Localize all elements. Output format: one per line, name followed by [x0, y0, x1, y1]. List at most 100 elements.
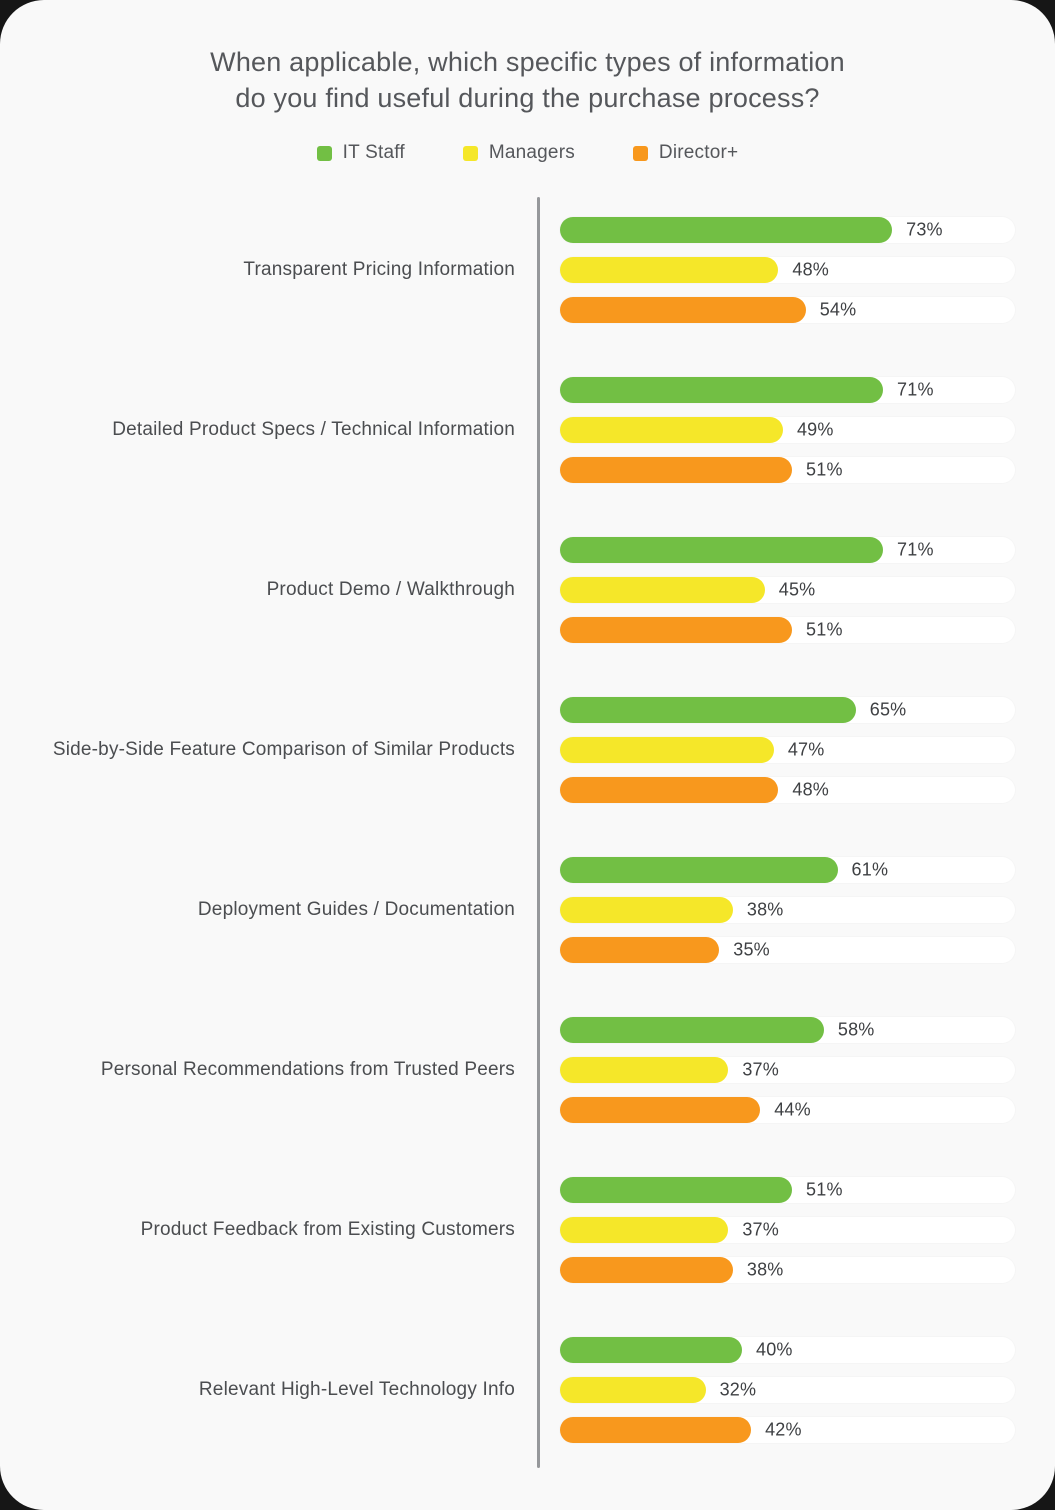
- bar-track: 47%: [560, 737, 1015, 763]
- bar-value-label: 42%: [765, 1419, 802, 1440]
- legend-item-it-staff: IT Staff: [316, 142, 405, 164]
- bar-value-label: 38%: [746, 899, 784, 920]
- bar-track: 38%: [560, 1257, 1015, 1283]
- bar-value-label: 71%: [897, 379, 934, 400]
- bar-value-label: 58%: [837, 1019, 875, 1040]
- bar-group: 51% 37% 38%: [537, 1177, 1015, 1283]
- chart-group: Product Demo / Walkthrough 71% 45% 51%: [0, 537, 1055, 643]
- bar-track: 48%: [560, 777, 1015, 803]
- bar-group: 73% 48% 54%: [537, 217, 1015, 323]
- bar-track: 45%: [560, 577, 1015, 603]
- bar-track: 48%: [560, 257, 1015, 283]
- bar-value-label: 47%: [787, 739, 825, 760]
- chart-group: Relevant High-Level Technology Info 40% 32…: [0, 1337, 1055, 1443]
- bar-row-managers: 48%: [560, 257, 1015, 283]
- bar-fill-director: [560, 1257, 733, 1283]
- bar-track: 54%: [560, 297, 1015, 323]
- bar-row-director: 35%: [560, 937, 1015, 963]
- category-label: Personal Recommendations from Trusted Pe…: [100, 1058, 515, 1080]
- bar-track: 44%: [560, 1097, 1015, 1123]
- category-label: Deployment Guides / Documentation: [197, 898, 515, 920]
- bar-track: 42%: [560, 1417, 1015, 1443]
- bar-value-label: 44%: [774, 1099, 811, 1120]
- bar-value-label: 37%: [742, 1059, 779, 1080]
- bar-fill-managers: [560, 577, 765, 603]
- category-label: Transparent Pricing Information: [243, 258, 515, 280]
- bar-track: 38%: [560, 897, 1015, 923]
- bar-row-director: 48%: [560, 777, 1015, 803]
- bar-group: 61% 38% 35%: [537, 857, 1015, 963]
- chart-groups: Transparent Pricing Information 73% 48% 54%…: [0, 217, 1055, 1443]
- bar-row-director: 54%: [560, 297, 1015, 323]
- legend-label-it-staff: IT Staff: [342, 142, 405, 163]
- bar-value-label: 71%: [897, 539, 934, 560]
- bar-fill-director: [560, 777, 779, 803]
- bar-fill-it-staff: [560, 537, 884, 563]
- bar-fill-managers: [560, 897, 733, 923]
- bar-row-director: 42%: [560, 1417, 1015, 1443]
- bar-fill-managers: [560, 257, 779, 283]
- legend-swatch-director: [632, 145, 648, 161]
- bar-row-managers: 37%: [560, 1217, 1015, 1243]
- bar-value-label: 35%: [733, 939, 770, 960]
- bar-track: 71%: [560, 537, 1015, 563]
- bar-track: 40%: [560, 1337, 1015, 1363]
- bar-fill-it-staff: [560, 1017, 824, 1043]
- bar-value-label: 48%: [792, 259, 830, 280]
- axis-line: [537, 197, 540, 1468]
- bar-track: 37%: [560, 1057, 1015, 1083]
- category-label: Side-by-Side Feature Comparison of Simil…: [52, 738, 515, 760]
- legend-label-managers: Managers: [488, 142, 575, 163]
- bar-track: 51%: [560, 617, 1015, 643]
- bar-row-it-staff: 40%: [560, 1337, 1015, 1363]
- bar-row-managers: 32%: [560, 1377, 1015, 1403]
- bar-track: 58%: [560, 1017, 1015, 1043]
- bar-value-label: 40%: [756, 1339, 793, 1360]
- bar-row-director: 38%: [560, 1257, 1015, 1283]
- bar-fill-managers: [560, 1377, 706, 1403]
- bar-value-label: 38%: [746, 1259, 784, 1280]
- bar-fill-it-staff: [560, 697, 856, 723]
- bar-row-director: 44%: [560, 1097, 1015, 1123]
- bar-row-managers: 47%: [560, 737, 1015, 763]
- bar-row-it-staff: 61%: [560, 857, 1015, 883]
- bar-row-it-staff: 65%: [560, 697, 1015, 723]
- bar-track: 65%: [560, 697, 1015, 723]
- bar-fill-it-staff: [560, 1177, 793, 1203]
- chart-group: Side-by-Side Feature Comparison of Simil…: [0, 697, 1055, 803]
- legend: IT Staff Managers Director+: [0, 142, 1055, 164]
- bar-value-label: 37%: [742, 1219, 779, 1240]
- bar-group: 71% 45% 51%: [537, 537, 1015, 643]
- bar-value-label: 51%: [806, 619, 843, 640]
- bar-row-director: 51%: [560, 617, 1015, 643]
- bar-fill-it-staff: [560, 217, 893, 243]
- bar-fill-it-staff: [560, 1337, 742, 1363]
- bar-row-it-staff: 71%: [560, 377, 1015, 403]
- category-label: Product Feedback from Existing Customers: [140, 1218, 515, 1240]
- bar-row-managers: 37%: [560, 1057, 1015, 1083]
- category-label: Relevant High-Level Technology Info: [198, 1378, 515, 1400]
- bar-fill-director: [560, 297, 806, 323]
- bar-value-label: 45%: [778, 579, 816, 600]
- category-label: Detailed Product Specs / Technical Infor…: [112, 418, 515, 440]
- bar-value-label: 48%: [792, 779, 830, 800]
- legend-label-director: Director+: [658, 142, 739, 163]
- bar-group: 58% 37% 44%: [537, 1017, 1015, 1123]
- bar-fill-it-staff: [560, 857, 838, 883]
- bar-value-label: 51%: [806, 1179, 843, 1200]
- bar-value-label: 51%: [806, 459, 843, 480]
- category-label: Product Demo / Walkthrough: [266, 578, 515, 600]
- bar-fill-managers: [560, 737, 774, 763]
- chart-area: Transparent Pricing Information 73% 48% 54%…: [0, 197, 1055, 1468]
- bar-track: 37%: [560, 1217, 1015, 1243]
- bar-track: 71%: [560, 377, 1015, 403]
- bar-value-label: 32%: [719, 1379, 757, 1400]
- chart-group: Detailed Product Specs / Technical Infor…: [0, 377, 1055, 483]
- bar-track: 35%: [560, 937, 1015, 963]
- bar-fill-it-staff: [560, 377, 884, 403]
- bar-row-managers: 38%: [560, 897, 1015, 923]
- chart-title-line2: do you find useful during the purchase p…: [235, 83, 820, 113]
- chart-title-line1: When applicable, which specific types of…: [210, 47, 845, 77]
- bar-fill-director: [560, 617, 793, 643]
